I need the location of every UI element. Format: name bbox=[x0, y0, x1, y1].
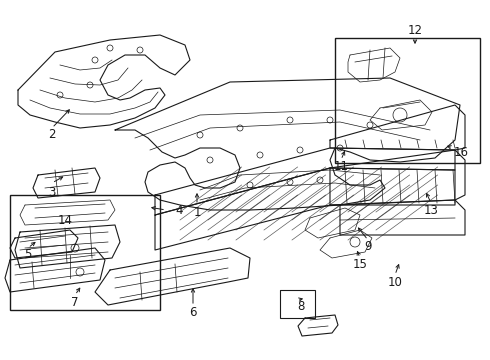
Text: 8: 8 bbox=[297, 301, 304, 314]
Text: 9: 9 bbox=[364, 240, 372, 253]
Bar bbox=[280, 290, 315, 318]
Text: 13: 13 bbox=[423, 203, 439, 216]
Text: 4: 4 bbox=[175, 203, 182, 216]
Text: 5: 5 bbox=[24, 248, 32, 261]
Text: 11: 11 bbox=[334, 161, 348, 174]
Text: 3: 3 bbox=[49, 185, 56, 198]
Text: 7: 7 bbox=[71, 296, 79, 309]
Text: 6: 6 bbox=[189, 306, 197, 320]
Bar bbox=[335, 38, 480, 163]
Text: 15: 15 bbox=[353, 258, 368, 271]
Text: 10: 10 bbox=[388, 275, 402, 288]
Text: 1: 1 bbox=[193, 207, 201, 220]
Bar bbox=[10, 195, 160, 310]
Text: 16: 16 bbox=[454, 145, 469, 158]
Text: 12: 12 bbox=[408, 23, 422, 36]
Text: 14: 14 bbox=[57, 213, 73, 226]
Text: 2: 2 bbox=[48, 129, 56, 141]
